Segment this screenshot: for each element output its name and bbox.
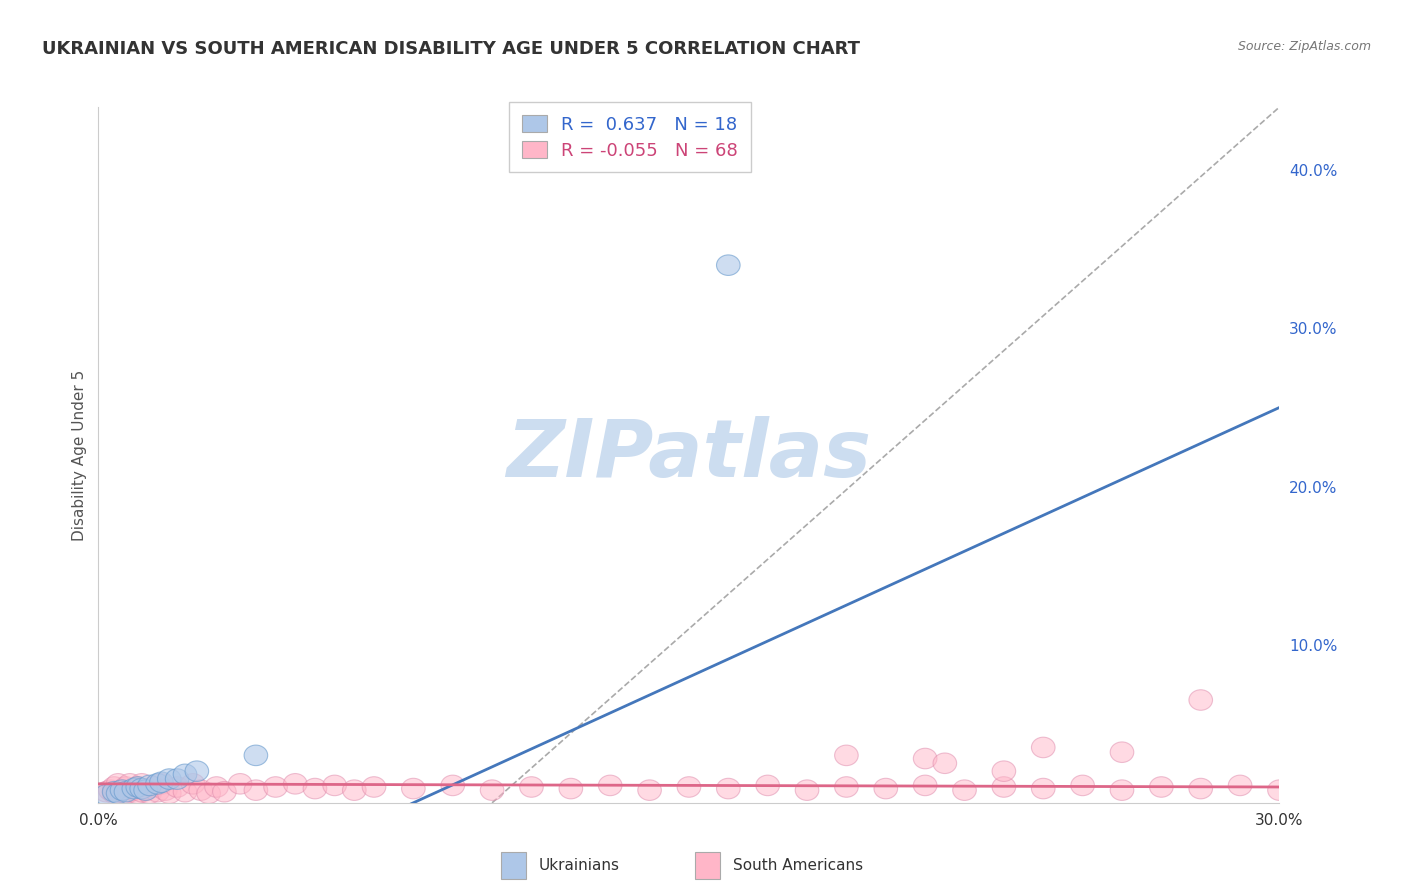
Ellipse shape — [1071, 775, 1094, 796]
Ellipse shape — [122, 780, 146, 800]
Ellipse shape — [138, 783, 162, 804]
Ellipse shape — [129, 781, 153, 802]
Ellipse shape — [107, 783, 129, 804]
Ellipse shape — [441, 775, 464, 796]
Ellipse shape — [678, 777, 700, 797]
Ellipse shape — [717, 779, 740, 799]
Ellipse shape — [114, 781, 138, 802]
Ellipse shape — [245, 745, 267, 765]
Ellipse shape — [1111, 780, 1133, 800]
Text: Source: ZipAtlas.com: Source: ZipAtlas.com — [1237, 40, 1371, 54]
Ellipse shape — [103, 777, 127, 797]
Ellipse shape — [599, 775, 621, 796]
Ellipse shape — [756, 775, 779, 796]
Ellipse shape — [107, 781, 129, 802]
Ellipse shape — [94, 781, 118, 802]
Ellipse shape — [138, 775, 162, 796]
Ellipse shape — [173, 781, 197, 802]
Ellipse shape — [796, 780, 818, 800]
Ellipse shape — [520, 777, 543, 797]
Ellipse shape — [875, 779, 897, 799]
Ellipse shape — [835, 745, 858, 765]
Legend: R =  0.637   N = 18, R = -0.055   N = 68: R = 0.637 N = 18, R = -0.055 N = 68 — [509, 103, 751, 172]
Ellipse shape — [103, 781, 127, 802]
Ellipse shape — [110, 780, 134, 800]
Ellipse shape — [186, 761, 208, 781]
Ellipse shape — [146, 781, 169, 802]
Ellipse shape — [245, 780, 267, 800]
Ellipse shape — [127, 783, 149, 804]
Ellipse shape — [264, 777, 287, 797]
Ellipse shape — [114, 777, 138, 797]
Ellipse shape — [129, 773, 153, 794]
Ellipse shape — [1229, 775, 1251, 796]
Ellipse shape — [481, 780, 503, 800]
Text: Ukrainians: Ukrainians — [538, 858, 620, 872]
Ellipse shape — [173, 764, 197, 785]
Ellipse shape — [107, 773, 129, 794]
Text: ZIPatlas: ZIPatlas — [506, 416, 872, 494]
Ellipse shape — [103, 783, 127, 804]
Text: South Americans: South Americans — [733, 858, 863, 872]
Ellipse shape — [953, 780, 976, 800]
Ellipse shape — [110, 780, 134, 800]
Ellipse shape — [153, 780, 177, 800]
Ellipse shape — [127, 777, 149, 797]
Bar — [695, 852, 720, 879]
Ellipse shape — [118, 781, 142, 802]
Ellipse shape — [228, 773, 252, 794]
Ellipse shape — [1032, 737, 1054, 757]
Ellipse shape — [363, 777, 385, 797]
Ellipse shape — [129, 779, 153, 799]
Ellipse shape — [118, 773, 142, 794]
Ellipse shape — [157, 769, 181, 789]
Ellipse shape — [149, 773, 173, 794]
Ellipse shape — [197, 783, 221, 804]
Ellipse shape — [343, 780, 366, 800]
Ellipse shape — [284, 773, 307, 794]
Ellipse shape — [1111, 742, 1133, 763]
Ellipse shape — [914, 748, 936, 769]
Ellipse shape — [560, 779, 582, 799]
Ellipse shape — [149, 772, 173, 792]
Ellipse shape — [304, 779, 326, 799]
Ellipse shape — [638, 780, 661, 800]
Ellipse shape — [1189, 779, 1212, 799]
Ellipse shape — [993, 777, 1015, 797]
Ellipse shape — [1189, 690, 1212, 710]
Y-axis label: Disability Age Under 5: Disability Age Under 5 — [72, 369, 87, 541]
Ellipse shape — [402, 779, 425, 799]
Ellipse shape — [181, 773, 205, 794]
Bar — [501, 852, 526, 879]
Ellipse shape — [98, 780, 122, 800]
Ellipse shape — [717, 255, 740, 276]
Ellipse shape — [323, 775, 346, 796]
Ellipse shape — [934, 753, 956, 773]
Ellipse shape — [188, 780, 212, 800]
Ellipse shape — [914, 775, 936, 796]
Ellipse shape — [134, 780, 157, 800]
Ellipse shape — [1032, 779, 1054, 799]
Ellipse shape — [166, 777, 188, 797]
Ellipse shape — [127, 777, 149, 797]
Ellipse shape — [134, 780, 157, 800]
Ellipse shape — [1268, 780, 1291, 800]
Ellipse shape — [993, 761, 1015, 781]
Ellipse shape — [146, 773, 169, 794]
Ellipse shape — [122, 779, 146, 799]
Ellipse shape — [205, 777, 228, 797]
Ellipse shape — [157, 783, 181, 804]
Ellipse shape — [114, 783, 138, 804]
Ellipse shape — [1150, 777, 1173, 797]
Ellipse shape — [166, 769, 188, 789]
Ellipse shape — [94, 785, 118, 805]
Ellipse shape — [142, 777, 166, 797]
Ellipse shape — [212, 781, 236, 802]
Ellipse shape — [835, 777, 858, 797]
Text: UKRAINIAN VS SOUTH AMERICAN DISABILITY AGE UNDER 5 CORRELATION CHART: UKRAINIAN VS SOUTH AMERICAN DISABILITY A… — [42, 40, 860, 58]
